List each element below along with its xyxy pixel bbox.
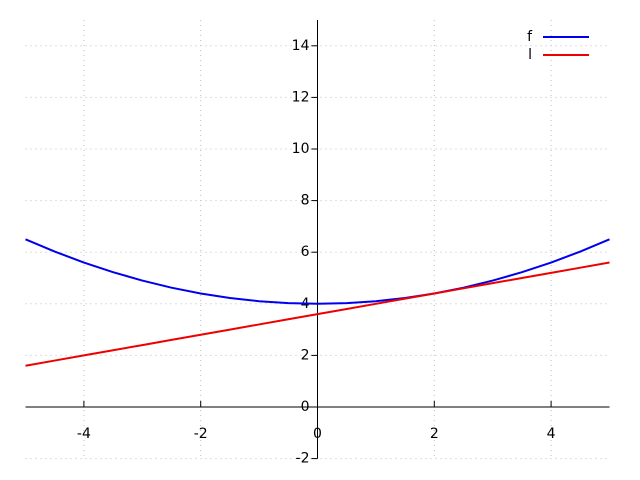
y-tick-label: 6 — [301, 244, 310, 260]
x-tick-label: -2 — [194, 426, 208, 442]
y-tick-label: 2 — [301, 347, 310, 363]
legend-label: f — [527, 29, 533, 45]
y-tick-label: 8 — [301, 193, 310, 209]
y-tick-label: 14 — [292, 38, 310, 54]
x-tick-label: 2 — [430, 426, 439, 442]
y-tick-label: 10 — [292, 141, 310, 157]
legend-label: l — [528, 47, 532, 63]
x-tick-label: -4 — [77, 426, 91, 442]
y-tick-label: 12 — [292, 89, 310, 105]
series-line — [25, 261, 610, 367]
x-tick-label: 4 — [547, 426, 556, 442]
y-tick-label: -2 — [296, 451, 310, 467]
series-line — [25, 238, 610, 305]
